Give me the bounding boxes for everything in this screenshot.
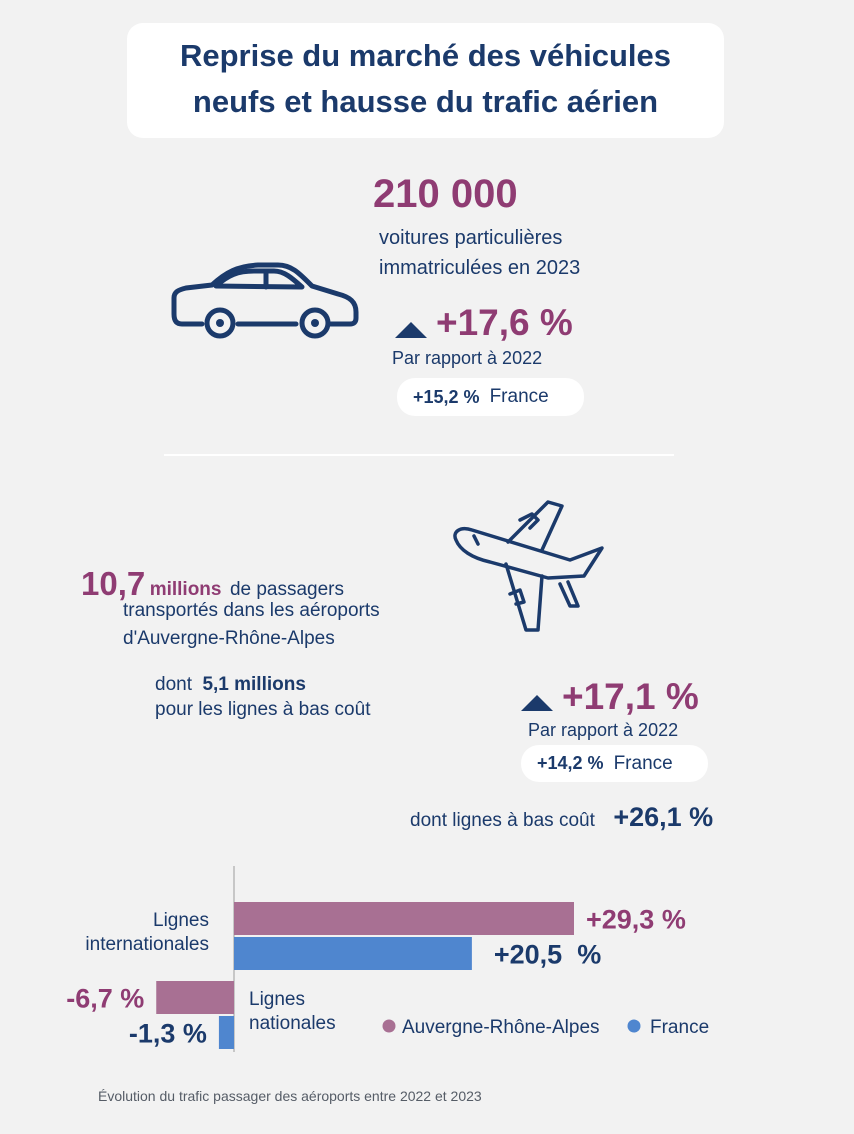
lowcost-value: 5,1 millions — [202, 674, 306, 695]
bar-national-auvergne — [156, 981, 234, 1014]
category-international-line-1: Lignes — [153, 910, 209, 931]
traffic-bar-chart: +29,3 % +20,5 % -6,7 % -1,3 % Lignes int… — [66, 866, 709, 1052]
chart-caption: Évolution du trafic passager des aéropor… — [98, 1088, 482, 1104]
lowcost-growth: dont lignes à bas coût +26,1 % — [410, 802, 713, 833]
bar-national-france — [218, 1016, 234, 1049]
cars-france-value: +15,2 % — [413, 386, 480, 407]
lowcost-growth-label: dont lignes à bas coût — [410, 810, 595, 831]
category-national-line-1: Lignes — [249, 989, 305, 1010]
section-divider — [164, 454, 674, 456]
air-change: +17,1 % — [562, 676, 699, 717]
increase-triangle-icon — [395, 322, 427, 338]
air-france-badge: +14,2 % France — [521, 745, 708, 782]
cars-change-ref: Par rapport à 2022 — [392, 348, 543, 368]
page-title-line-1: Reprise du marché des véhicules — [179, 38, 672, 73]
category-international-line-2: internationales — [85, 934, 209, 955]
title-box — [127, 23, 724, 138]
label-national-france: -1,3 % — [129, 1019, 207, 1049]
passengers-unit: millions — [149, 579, 222, 600]
legend-label-auvergne: Auvergne-Rhône-Alpes — [402, 1017, 600, 1038]
air-france-label: France — [613, 752, 673, 774]
category-national-line-2: nationales — [249, 1013, 336, 1034]
cars-desc-line-1: voitures particulières — [379, 227, 563, 249]
bar-international-france — [234, 937, 472, 970]
bar-international-auvergne — [234, 902, 574, 935]
passengers-text-2: transportés dans les aéroports — [123, 600, 380, 621]
label-international-auvergne: +29,3 % — [586, 905, 686, 935]
air-change-ref: Par rapport à 2022 — [528, 720, 679, 740]
legend-label-france: France — [650, 1017, 709, 1038]
passengers-text-3: d'Auvergne-Rhône-Alpes — [123, 628, 335, 649]
car-icon — [171, 262, 359, 339]
label-national-auvergne: -6,7 % — [66, 984, 144, 1014]
lowcost-prefix: dont — [155, 674, 192, 695]
air-france-value: +14,2 % — [537, 753, 604, 773]
lowcost-line: dont 5,1 millions — [155, 674, 306, 696]
cars-count: 210 000 — [373, 172, 518, 216]
label-international-france: +20,5 % — [494, 940, 601, 970]
legend-dot-france — [627, 1019, 641, 1033]
airplane-icon — [453, 500, 604, 632]
passengers-text-1: de passagers — [229, 579, 345, 600]
lowcost-text: pour les lignes à bas coût — [155, 699, 371, 720]
cars-france-badge: +15,2 % France — [397, 378, 584, 416]
passengers-number: 10,7 — [81, 565, 146, 602]
legend-dot-auvergne — [382, 1019, 396, 1033]
cars-desc-line-2: immatriculées en 2023 — [379, 257, 581, 279]
cars-change: +17,6 % — [436, 302, 573, 343]
lowcost-growth-value: +26,1 % — [613, 802, 714, 832]
chart-legend: Auvergne-Rhône-Alpes France — [382, 1017, 709, 1038]
air-increase-triangle-icon — [521, 695, 553, 711]
passengers-headline: 10,7 millions de passagers — [81, 565, 344, 603]
cars-france-label: France — [489, 386, 549, 407]
page-title-line-2: neufs et hausse du trafic aérien — [192, 84, 659, 119]
